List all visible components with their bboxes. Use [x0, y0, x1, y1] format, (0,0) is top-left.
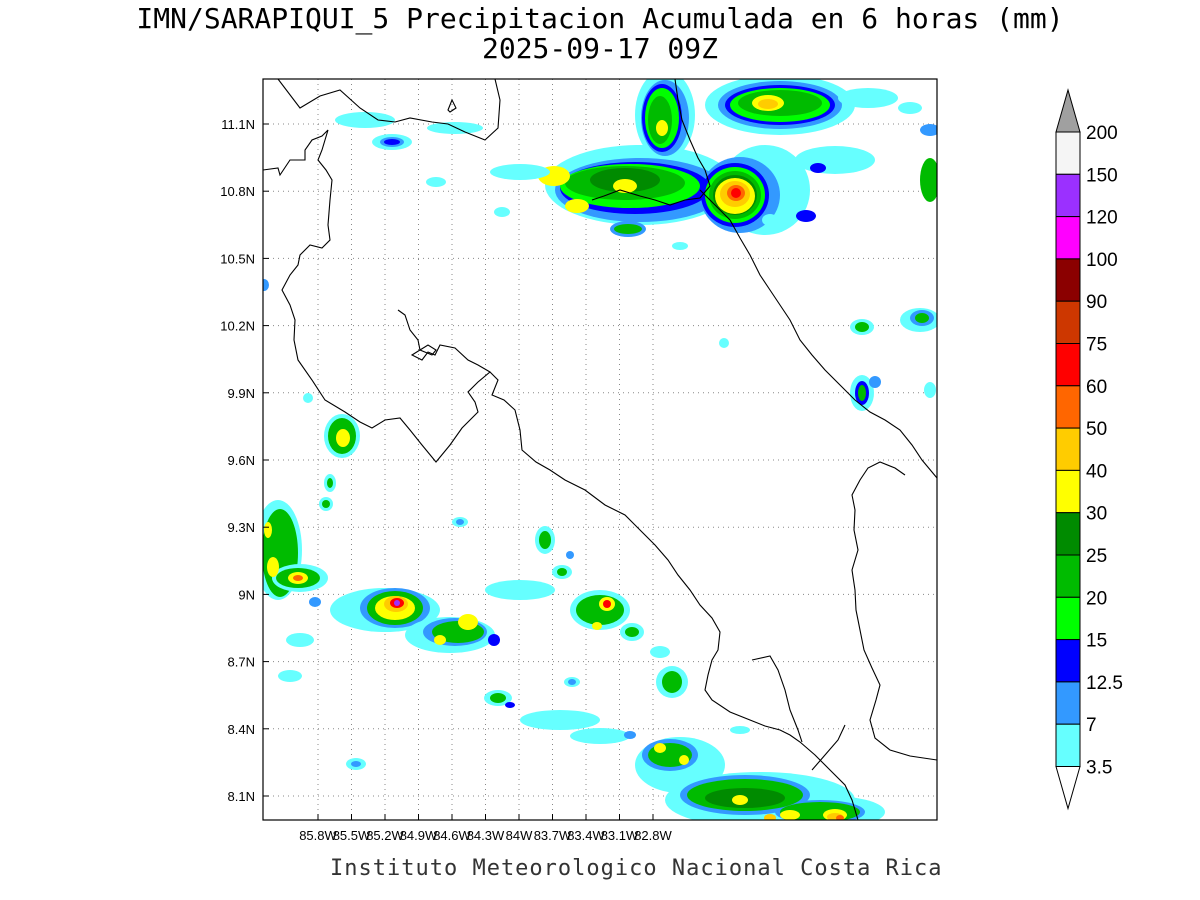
lat-tick-label: 9.6N: [228, 453, 255, 468]
coastline-golfito: [811, 724, 846, 771]
rain-cell-west: [263, 393, 366, 770]
rain-cell-central: [330, 517, 750, 744]
map-frame: [262, 78, 938, 821]
footer-credit: Instituto Meteorologico Nacional Costa R…: [330, 856, 943, 881]
colorbar-label: 3.5: [1086, 758, 1112, 779]
colorbar-swatch: [1055, 300, 1081, 345]
coastline-caribbean: [699, 189, 937, 479]
lon-tick-label: 84.3W: [467, 828, 505, 843]
lon-tick-label: 82.8W: [634, 828, 672, 843]
lat-tick-label: 9N: [238, 587, 255, 602]
rain-cell-north: [335, 79, 937, 250]
colorbar-label: 150: [1086, 165, 1118, 186]
coastline-panama: [851, 461, 937, 761]
lon-tick-label: 84.9W: [400, 828, 438, 843]
colorbar-swatch: [1055, 469, 1081, 514]
colorbar-label: 100: [1086, 250, 1118, 271]
colorbar-swatch: [1055, 216, 1081, 260]
lon-tick-label: 85.5W: [333, 828, 371, 843]
lat-tick-label: 8.7N: [228, 655, 255, 670]
colorbar-swatch: [1055, 173, 1081, 218]
colorbar-swatch: [1055, 512, 1081, 556]
colorbar-swatch: [1055, 554, 1081, 598]
colorbar-label: 200: [1086, 123, 1118, 144]
colorbar-swatch: [1055, 639, 1081, 683]
coastline-nicaragua-pacific: [277, 79, 501, 141]
map-title: IMN/SARAPIQUI_5 Precipitacion Acumulada …: [136, 2, 1064, 35]
precipitation-field: [263, 79, 937, 820]
colorbar-swatch: [1055, 723, 1081, 768]
colorbar-swatch: [1055, 385, 1081, 429]
colorbar-label: 30: [1086, 504, 1107, 525]
colorbar-swatch: [1055, 343, 1081, 387]
lon-tick-label: 84.6W: [433, 828, 471, 843]
colorbar-swatch: [1055, 681, 1081, 725]
colorbar-label: 60: [1086, 377, 1107, 398]
lat-tick-label: 10.2N: [220, 319, 255, 334]
colorbar-legend: 200 150 120 100 90 75 60 50 40 30 25 20 15 12.5 7 3.5: [1055, 88, 1123, 811]
colorbar-over-arrow: [1055, 88, 1081, 133]
lat-tick-label: 8.4N: [228, 722, 255, 737]
coastline: [263, 79, 937, 820]
coastline-osa: [751, 655, 803, 743]
coastline-nicoya-gulf: [397, 309, 491, 373]
rain-cell-east: [263, 279, 937, 411]
colorbar-swatch: [1055, 258, 1081, 302]
colorbar-label: 50: [1086, 419, 1107, 440]
colorbar-label: 75: [1086, 335, 1107, 356]
lon-tick-label: 85.8W: [299, 828, 337, 843]
lat-tick-label: 10.5N: [220, 251, 255, 266]
rain-cell-south: [635, 737, 885, 820]
lat-tick-label: 9.9N: [228, 386, 255, 401]
colorbar-label: 90: [1086, 292, 1107, 313]
lat-tick-label: 10.8N: [220, 184, 255, 199]
colorbar-under-arrow: [1055, 766, 1081, 811]
colorbar-label: 40: [1086, 461, 1107, 482]
lon-tick-label: 85.2W: [366, 828, 404, 843]
border-nicaragua: [591, 79, 711, 206]
colorbar-label: 25: [1086, 546, 1107, 567]
colorbar-label: 7: [1086, 715, 1097, 736]
lat-tick-label: 8.1N: [228, 789, 255, 804]
colorbar-label: 15: [1086, 631, 1107, 652]
island-chira: [418, 344, 437, 356]
colorbar-swatch: [1055, 131, 1081, 175]
coastline-guanacaste: [263, 129, 859, 820]
map-subtitle: 2025-09-17 09Z: [481, 32, 718, 65]
colorbar-label: 120: [1086, 208, 1118, 229]
lon-tick-label: 83.1W: [601, 828, 639, 843]
lon-tick-label: 83.7W: [534, 828, 572, 843]
colorbar-swatch: [1055, 427, 1081, 471]
colorbar-swatch: [1055, 596, 1081, 641]
lat-tick-label: 9.3N: [228, 520, 255, 535]
lat-tick-label: 11.1N: [221, 117, 255, 132]
latitude-axis: 11.1N 10.8N 10.5N 10.2N 9.9N 9.6N 9.3N 9N 8.7N 8.…: [220, 117, 269, 804]
lon-tick-label: 84W: [506, 828, 533, 843]
lon-tick-label: 83.4W: [567, 828, 605, 843]
colorbar-label: 12.5: [1086, 673, 1123, 694]
lake-shore: [447, 98, 457, 113]
colorbar-label: 20: [1086, 588, 1107, 609]
